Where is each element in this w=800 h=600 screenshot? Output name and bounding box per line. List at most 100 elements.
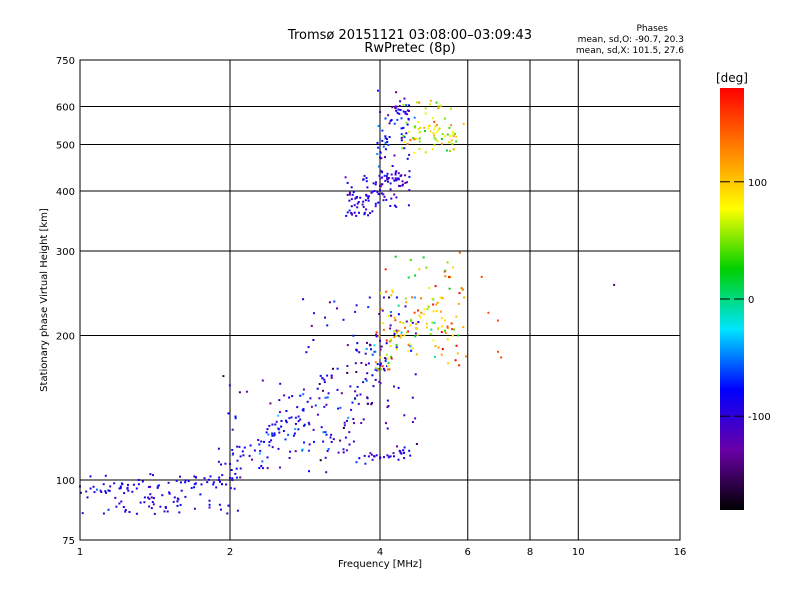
data-point [375, 454, 378, 457]
data-point [424, 112, 427, 115]
data-point [347, 416, 350, 419]
data-point [389, 182, 392, 185]
data-point [412, 347, 415, 350]
data-point [352, 334, 355, 337]
data-point [231, 477, 234, 480]
data-point [233, 487, 236, 490]
colorbar-ticks: 100 0 -100 [720, 178, 771, 423]
data-point [386, 178, 389, 181]
data-point [432, 310, 435, 313]
data-point [376, 363, 379, 366]
data-point [395, 331, 398, 334]
data-point [346, 344, 349, 347]
data-point [395, 348, 398, 351]
data-point [218, 476, 221, 479]
data-point [274, 423, 277, 426]
data-point [217, 447, 220, 450]
data-point [379, 339, 381, 342]
data-point [390, 355, 393, 358]
data-point [280, 420, 283, 422]
data-point [292, 434, 295, 437]
data-point [419, 316, 422, 319]
data-point [271, 446, 274, 449]
data-point [385, 138, 388, 140]
data-point [324, 431, 327, 434]
data-point [100, 491, 103, 493]
data-point [107, 489, 110, 492]
data-point [395, 91, 398, 94]
data-point [395, 346, 398, 349]
data-point [316, 387, 319, 390]
data-point [389, 324, 392, 327]
data-point [427, 305, 430, 308]
data-point [159, 505, 162, 508]
data-point [417, 128, 420, 130]
data-point [465, 355, 468, 358]
data-point [398, 112, 401, 115]
data-point [346, 365, 349, 367]
data-point [230, 469, 233, 471]
data-point [320, 426, 323, 429]
data-point [288, 396, 291, 399]
data-point [402, 126, 405, 129]
data-point [363, 174, 366, 177]
data-point [398, 449, 401, 452]
data-point [452, 266, 454, 269]
data-point [411, 421, 414, 423]
data-point [400, 117, 403, 120]
data-point [397, 172, 400, 175]
data-point [372, 385, 375, 388]
data-point [407, 344, 410, 347]
data-point [360, 362, 363, 364]
data-point [179, 503, 182, 506]
data-point [418, 148, 421, 150]
data-point [450, 322, 453, 325]
data-point [443, 135, 446, 138]
data-point [319, 374, 322, 377]
data-point [342, 318, 345, 321]
data-point [245, 390, 248, 393]
data-point [291, 395, 294, 398]
data-point [362, 381, 365, 384]
data-point [149, 493, 152, 496]
data-point [342, 427, 345, 429]
data-point [150, 496, 153, 499]
data-point [452, 148, 455, 151]
data-point [356, 394, 359, 397]
data-point [330, 376, 333, 379]
data-point [364, 378, 367, 380]
data-point [327, 448, 330, 450]
data-point [406, 143, 409, 145]
data-point [385, 422, 387, 425]
colorbar-unit-label: [deg] [716, 71, 748, 85]
data-point [390, 197, 393, 200]
data-point [436, 124, 438, 126]
colorbar-tick-label: 0 [748, 295, 754, 306]
data-point [386, 353, 388, 356]
data-point [380, 362, 382, 365]
data-point [441, 325, 443, 328]
data-point [356, 206, 359, 209]
data-point [435, 101, 438, 104]
colorbar-tick-label: -100 [748, 412, 771, 423]
data-point [375, 335, 378, 338]
data-point [413, 296, 416, 299]
data-point [322, 440, 325, 443]
data-point [378, 335, 381, 337]
data-point [403, 147, 406, 150]
data-point [337, 451, 340, 454]
data-point [379, 138, 382, 141]
data-point [427, 124, 430, 127]
data-point [322, 431, 325, 434]
data-point [187, 480, 190, 483]
data-point [410, 320, 413, 323]
data-point [330, 441, 333, 443]
data-point [194, 476, 197, 479]
data-point [212, 483, 215, 486]
data-point [374, 378, 377, 381]
data-point [102, 512, 105, 515]
data-point [309, 397, 312, 400]
data-point [353, 204, 356, 207]
data-point [366, 341, 368, 344]
data-point [235, 467, 238, 470]
